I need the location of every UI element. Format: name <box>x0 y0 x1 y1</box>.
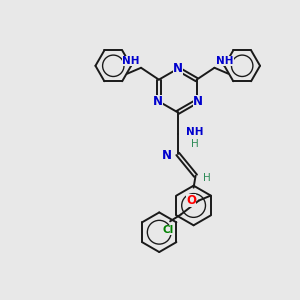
Text: NH: NH <box>216 56 234 66</box>
Text: N: N <box>162 149 172 162</box>
Text: N: N <box>153 95 163 108</box>
Text: O: O <box>186 194 196 207</box>
Text: NH: NH <box>186 127 203 137</box>
Text: N: N <box>193 95 202 108</box>
Text: H: H <box>203 173 211 183</box>
Text: N: N <box>173 62 183 75</box>
Text: H: H <box>190 139 198 149</box>
Text: Cl: Cl <box>162 225 173 235</box>
Text: NH: NH <box>122 56 139 66</box>
